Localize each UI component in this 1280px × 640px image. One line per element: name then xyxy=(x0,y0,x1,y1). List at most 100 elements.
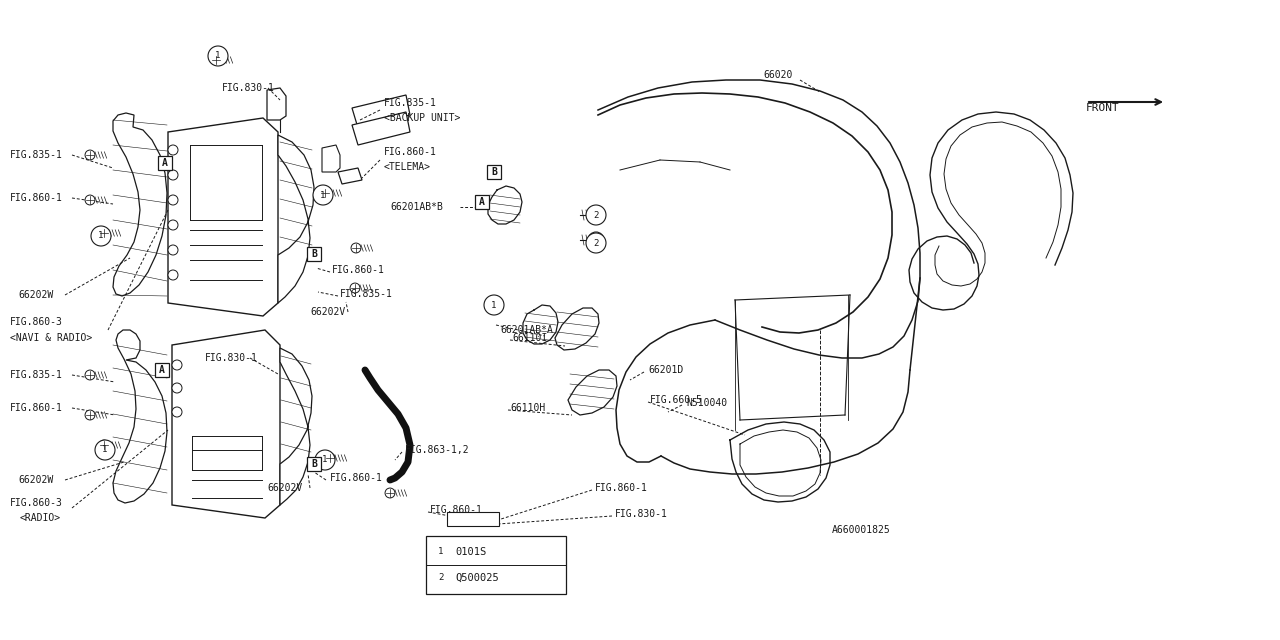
Text: 1: 1 xyxy=(320,191,325,200)
Text: FIG.860-3: FIG.860-3 xyxy=(10,498,63,508)
Text: 1: 1 xyxy=(99,232,104,241)
Text: N510040: N510040 xyxy=(686,398,727,408)
Text: 66202V: 66202V xyxy=(268,483,302,493)
Circle shape xyxy=(211,55,221,65)
Bar xyxy=(155,363,169,377)
Text: 66202W: 66202W xyxy=(18,290,54,300)
Circle shape xyxy=(586,233,605,253)
Text: <TELEMA>: <TELEMA> xyxy=(384,162,431,172)
Text: <NAVI & RADIO>: <NAVI & RADIO> xyxy=(10,333,92,343)
Text: FIG.860-1: FIG.860-1 xyxy=(430,505,483,515)
Circle shape xyxy=(99,440,109,450)
Text: FIG.835-1: FIG.835-1 xyxy=(384,98,436,108)
Text: 66202V: 66202V xyxy=(310,307,346,317)
Circle shape xyxy=(84,370,95,380)
Text: B: B xyxy=(492,167,497,177)
Polygon shape xyxy=(352,112,410,145)
Text: 2: 2 xyxy=(594,211,599,220)
Circle shape xyxy=(99,228,109,238)
Text: <RADIO>: <RADIO> xyxy=(20,513,61,523)
Text: 66201AB*A: 66201AB*A xyxy=(500,325,553,335)
Text: FIG.835-1: FIG.835-1 xyxy=(340,289,393,299)
Circle shape xyxy=(588,232,604,248)
Circle shape xyxy=(315,450,335,470)
Text: FIG.830-1: FIG.830-1 xyxy=(221,83,275,93)
Text: FIG.860-1: FIG.860-1 xyxy=(10,193,63,203)
Text: FIG.860-1: FIG.860-1 xyxy=(10,403,63,413)
Text: FIG.835-1: FIG.835-1 xyxy=(10,370,63,380)
Bar xyxy=(475,195,489,209)
Circle shape xyxy=(168,195,178,205)
Circle shape xyxy=(433,570,449,586)
Circle shape xyxy=(168,270,178,280)
Text: FIG.863-1,2: FIG.863-1,2 xyxy=(404,445,470,455)
Circle shape xyxy=(91,226,111,246)
Text: 1: 1 xyxy=(492,301,497,310)
Circle shape xyxy=(84,150,95,160)
Text: FIG.860-1: FIG.860-1 xyxy=(330,473,383,483)
Circle shape xyxy=(172,383,182,393)
Text: 1: 1 xyxy=(102,445,108,454)
Polygon shape xyxy=(323,145,340,172)
Circle shape xyxy=(484,295,504,315)
Circle shape xyxy=(168,170,178,180)
Circle shape xyxy=(84,195,95,205)
Circle shape xyxy=(433,544,449,560)
Text: 0101S: 0101S xyxy=(454,547,486,557)
Circle shape xyxy=(588,207,604,223)
Text: FIG.830-1: FIG.830-1 xyxy=(205,353,257,363)
Bar xyxy=(447,512,499,526)
Circle shape xyxy=(168,220,178,230)
Polygon shape xyxy=(278,135,314,303)
Circle shape xyxy=(385,488,396,498)
Polygon shape xyxy=(268,88,285,120)
Text: B: B xyxy=(311,249,317,259)
Text: FIG.860-3: FIG.860-3 xyxy=(10,317,63,327)
Polygon shape xyxy=(352,95,410,128)
Polygon shape xyxy=(556,308,599,350)
Circle shape xyxy=(349,283,360,293)
Circle shape xyxy=(351,243,361,253)
Text: A: A xyxy=(159,365,165,375)
Circle shape xyxy=(84,410,95,420)
Text: A: A xyxy=(479,197,485,207)
Text: FIG.660-5: FIG.660-5 xyxy=(650,395,703,405)
Circle shape xyxy=(325,453,335,463)
Circle shape xyxy=(586,205,605,225)
Text: 2: 2 xyxy=(438,573,444,582)
Bar xyxy=(307,457,321,471)
Bar xyxy=(307,247,321,261)
Circle shape xyxy=(95,440,115,460)
Text: A660001825: A660001825 xyxy=(832,525,891,535)
Polygon shape xyxy=(280,348,312,505)
Text: 2: 2 xyxy=(594,239,599,248)
Text: 1: 1 xyxy=(215,51,220,61)
Text: B: B xyxy=(311,459,317,469)
Text: FIG.860-1: FIG.860-1 xyxy=(384,147,436,157)
Bar xyxy=(426,536,566,594)
Text: 66110I: 66110I xyxy=(512,333,548,343)
Circle shape xyxy=(314,185,333,205)
Bar xyxy=(486,165,500,179)
Text: 66202W: 66202W xyxy=(18,475,54,485)
Text: FIG.860-1: FIG.860-1 xyxy=(595,483,648,493)
Circle shape xyxy=(207,46,228,66)
Text: FIG.860-1: FIG.860-1 xyxy=(332,265,385,275)
Polygon shape xyxy=(113,330,166,503)
Text: 1: 1 xyxy=(323,456,328,465)
Bar xyxy=(157,156,172,170)
Circle shape xyxy=(172,407,182,417)
Polygon shape xyxy=(168,118,278,316)
Text: FIG.830-1: FIG.830-1 xyxy=(614,509,668,519)
Circle shape xyxy=(168,245,178,255)
Text: FRONT: FRONT xyxy=(1085,103,1120,113)
Text: 66020: 66020 xyxy=(763,70,792,80)
Polygon shape xyxy=(568,370,617,415)
Text: 1: 1 xyxy=(438,547,444,557)
Text: Q500025: Q500025 xyxy=(454,573,499,583)
Circle shape xyxy=(172,360,182,370)
Text: 66201D: 66201D xyxy=(648,365,684,375)
Text: 66110H: 66110H xyxy=(509,403,545,413)
Text: A: A xyxy=(163,158,168,168)
Text: <BACKUP UNIT>: <BACKUP UNIT> xyxy=(384,113,461,123)
